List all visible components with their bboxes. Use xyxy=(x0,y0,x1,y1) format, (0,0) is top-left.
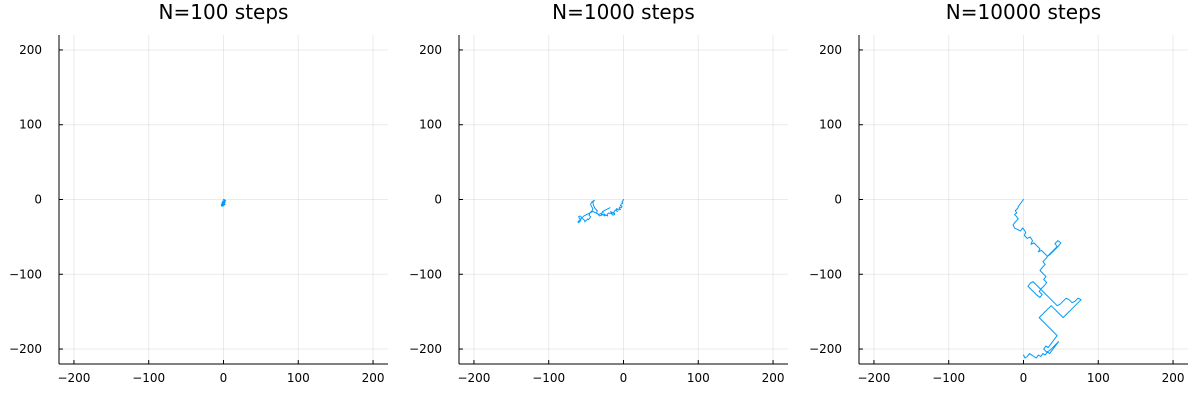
y-tick-label: −200 xyxy=(409,342,442,356)
x-tick-label: 0 xyxy=(1020,371,1028,385)
y-tick-label: 0 xyxy=(434,193,442,207)
y-tick-label: 100 xyxy=(419,118,442,132)
x-tick-label: −200 xyxy=(857,371,890,385)
random-walk-path xyxy=(577,199,624,224)
x-tick-label: −100 xyxy=(932,371,965,385)
chart-panel-1: −200 −100 0 100 200 −200 −100 0 100 200 N=100 step… xyxy=(9,0,388,385)
x-tick-label: −200 xyxy=(457,371,490,385)
y-tick-label: 0 xyxy=(34,193,42,207)
x-tick-label: 200 xyxy=(762,371,785,385)
y-tick-label: 100 xyxy=(819,118,842,132)
y-tick-label: 200 xyxy=(819,43,842,57)
x-tick-label: 0 xyxy=(620,371,628,385)
random-walk-path xyxy=(220,199,227,207)
y-tick-label: −200 xyxy=(9,342,42,356)
chart-panel-2: −200 −100 0 100 200 −200 −100 0 100 200 N=1000 ste… xyxy=(409,0,788,385)
x-tick-label: −200 xyxy=(57,371,90,385)
panel-title: N=100 steps xyxy=(159,0,289,24)
y-tick-label: 200 xyxy=(419,43,442,57)
panel-title: N=1000 steps xyxy=(552,0,695,24)
y-tick-label: 0 xyxy=(834,193,842,207)
x-tick-label: 0 xyxy=(220,371,228,385)
y-tick-label: −100 xyxy=(409,267,442,281)
y-tick-label: −200 xyxy=(809,342,842,356)
x-tick-label: 100 xyxy=(1087,371,1110,385)
random-walk-path xyxy=(1012,199,1082,359)
y-tick-label: −100 xyxy=(9,267,42,281)
x-tick-label: 100 xyxy=(287,371,310,385)
chart-panel-3: −200 −100 0 100 200 −200 −100 0 100 200 N=10000 st… xyxy=(809,0,1188,385)
x-tick-label: 100 xyxy=(687,371,710,385)
x-tick-label: 200 xyxy=(362,371,385,385)
x-tick-label: 200 xyxy=(1162,371,1185,385)
panel-title: N=10000 steps xyxy=(946,0,1101,24)
y-tick-label: 100 xyxy=(19,118,42,132)
y-tick-label: −100 xyxy=(809,267,842,281)
y-tick-label: 200 xyxy=(19,43,42,57)
x-tick-label: −100 xyxy=(532,371,565,385)
x-tick-label: −100 xyxy=(132,371,165,385)
